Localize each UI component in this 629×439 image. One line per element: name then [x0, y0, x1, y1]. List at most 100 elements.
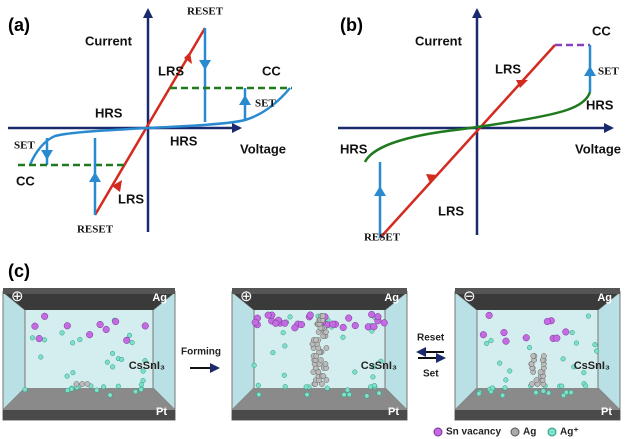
ag-atom [313, 353, 320, 359]
ag-ion [378, 358, 384, 364]
device: ⊕ Ag CsSnI₃ Pt [231, 288, 408, 421]
panel-label: (a) [8, 15, 30, 35]
annotation: SET [14, 140, 35, 152]
annotation: HRS [586, 97, 614, 112]
annotation: CC [262, 63, 281, 78]
ag-ion [132, 389, 139, 395]
sn-vacancy [123, 336, 131, 344]
top-electrode-edge [455, 288, 620, 294]
top-electrode-edge [3, 288, 175, 294]
legend-swatch [510, 427, 520, 437]
ag-ion [546, 390, 552, 396]
ag-ion [126, 332, 133, 338]
bottom-electrode-edge [455, 410, 620, 420]
ag-atom [322, 361, 329, 367]
ag-ion [29, 335, 36, 341]
panel-c: (c) Forming Reset Set Sn vacancy Ag Ag⁺ … [2, 261, 621, 438]
ag-ion [255, 382, 261, 388]
ag-ion [502, 385, 508, 391]
ag-ion [346, 392, 352, 398]
ag-ion [583, 383, 589, 389]
ag-ion [497, 360, 503, 366]
arrow [89, 172, 101, 182]
arrow [184, 52, 192, 64]
annotation: HRS [95, 105, 123, 120]
step-label: Forming [181, 347, 221, 358]
hrs-curve [28, 126, 149, 166]
ag-ion [94, 387, 100, 393]
ag-ion [560, 392, 567, 399]
polarity: ⊕ [11, 288, 24, 305]
sn-vacancy [380, 319, 388, 327]
ag-ion [592, 342, 598, 348]
layer-label: CsSnI₃ [129, 360, 165, 372]
ag-atom [319, 381, 325, 387]
ag-ion [65, 387, 71, 393]
sn-vacancy [96, 320, 104, 329]
ag-ion [281, 372, 287, 378]
legend-swatch [547, 427, 557, 437]
arrow [426, 174, 438, 183]
ag-ion [500, 392, 506, 398]
sn-vacancy [251, 318, 259, 327]
ag-ion [64, 373, 70, 379]
x-axis-label: Voltage [240, 141, 286, 156]
sn-vacancy [112, 317, 120, 326]
ag-ion [256, 392, 262, 398]
sn-vacancy [306, 311, 314, 319]
ag-ion [344, 387, 351, 393]
bottom-electrode [3, 388, 175, 410]
ag-ion [324, 385, 330, 391]
annotation: HRS [170, 133, 198, 148]
ag-ion [41, 337, 48, 343]
ag-ion [484, 340, 490, 346]
annotation: LRS [118, 191, 144, 206]
electrode-label: Pt [156, 406, 167, 418]
ag-ion [70, 340, 76, 346]
ag-ion [568, 389, 574, 395]
step-label: Reset [417, 333, 445, 344]
ag-atom [323, 345, 330, 351]
bottom-electrode [232, 388, 407, 410]
sn-vacancy [141, 322, 149, 330]
panel-a: (a) Current Voltage RESET RESET LRS LRS … [8, 6, 292, 236]
ag-ion [533, 390, 539, 396]
top-electrode [455, 292, 620, 310]
ag-ion [585, 313, 591, 319]
ag-atom [533, 377, 540, 383]
annotation: HRS [340, 141, 368, 156]
ag-ion [370, 374, 376, 380]
sn-vacancy [374, 313, 382, 321]
arrow [199, 60, 211, 70]
annotation: RESET [364, 232, 401, 244]
ag-atom [319, 313, 326, 319]
ag-ion [526, 345, 533, 351]
ag-ion [488, 338, 494, 344]
arrow [112, 180, 122, 192]
sn-vacancy [502, 337, 510, 345]
ag-ion [507, 368, 513, 374]
sn-vacancy [500, 329, 508, 337]
ag-ion [109, 350, 116, 356]
ag-atom [530, 353, 537, 359]
lrs-line [379, 44, 556, 239]
annotation: LRS [158, 63, 184, 78]
sn-vacancy [35, 335, 43, 343]
ag-ion [129, 340, 135, 346]
ag-atom [323, 377, 330, 383]
annotation: LRS [495, 61, 521, 76]
arrow [239, 95, 251, 105]
ag-ion [282, 343, 288, 349]
ag-ion [107, 392, 113, 398]
ag-ion [104, 359, 110, 365]
ag-atom [79, 381, 86, 387]
y-axis-label: Current [415, 33, 463, 48]
ag-ion [573, 340, 580, 346]
ag-ion [287, 314, 293, 320]
ag-ion [38, 354, 44, 360]
sn-vacancy [281, 319, 289, 327]
bottom-electrode [455, 388, 620, 410]
sn-vacancy [345, 314, 353, 322]
ag-ion [503, 377, 509, 383]
ag-atom [528, 361, 535, 367]
